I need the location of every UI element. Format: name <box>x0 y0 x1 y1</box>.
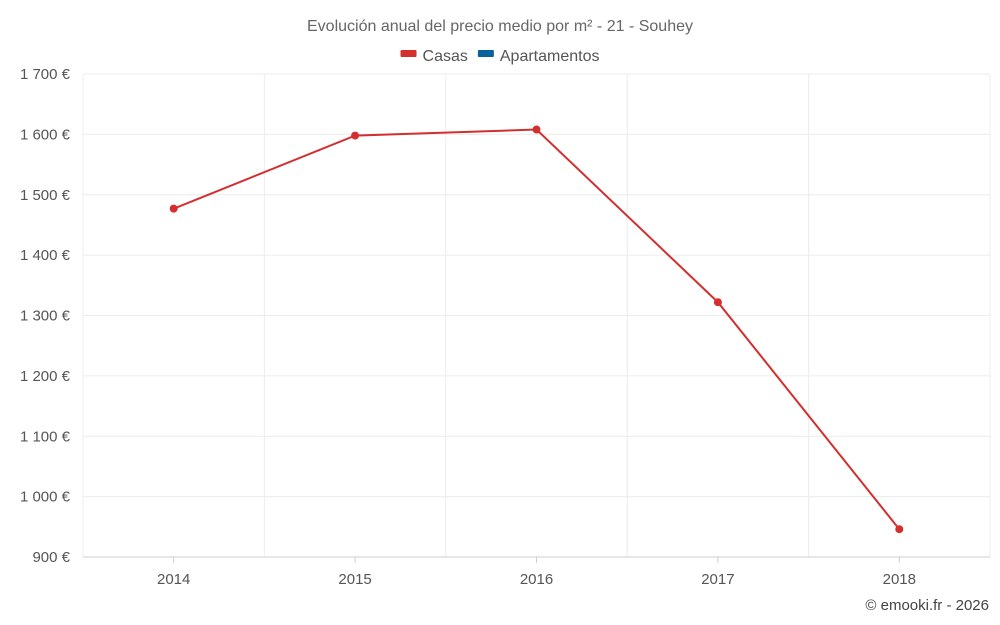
y-tick-label: 1 200 € <box>20 368 71 385</box>
data-point[interactable] <box>351 131 360 140</box>
y-axis: 900 € 1 000 € 1 100 € 1 200 € 1 300 € 1 400 €… <box>20 66 71 566</box>
y-tick-label: 1 300 € <box>20 308 71 325</box>
legend: Casas Apartamentos <box>400 48 600 65</box>
y-tick-label: 1 600 € <box>20 126 71 143</box>
data-point[interactable] <box>895 525 904 534</box>
x-tick-label: 2017 <box>701 571 734 588</box>
y-tick-label: 900 € <box>32 549 70 566</box>
data-point[interactable] <box>169 204 178 213</box>
legend-label: Casas <box>423 48 468 65</box>
x-axis: 2014 2015 2016 2017 2018 <box>83 556 990 588</box>
legend-item-apartamentos[interactable]: Apartamentos <box>477 48 600 65</box>
legend-swatch <box>477 50 494 57</box>
x-tick-label: 2014 <box>157 571 190 588</box>
chart-title: Evolución anual del precio medio por m² … <box>307 18 693 35</box>
y-tick-label: 1 500 € <box>20 187 71 204</box>
y-tick-label: 1 400 € <box>20 247 71 264</box>
legend-swatch <box>400 50 417 57</box>
series-line-casas <box>173 128 901 530</box>
data-point[interactable] <box>713 298 722 307</box>
gridlines <box>82 73 991 557</box>
x-tick-label: 2016 <box>520 571 553 588</box>
credit-text: © emooki.fr - 2026 <box>865 597 989 614</box>
legend-label: Apartamentos <box>500 48 600 65</box>
x-tick-label: 2018 <box>883 571 916 588</box>
y-tick-label: 1 100 € <box>20 428 71 445</box>
series-layer <box>169 125 904 534</box>
data-point[interactable] <box>532 125 541 134</box>
legend-item-casas[interactable]: Casas <box>400 48 468 65</box>
x-tick-label: 2015 <box>338 571 371 588</box>
y-tick-label: 1 700 € <box>20 66 71 83</box>
y-tick-label: 1 000 € <box>20 489 71 506</box>
